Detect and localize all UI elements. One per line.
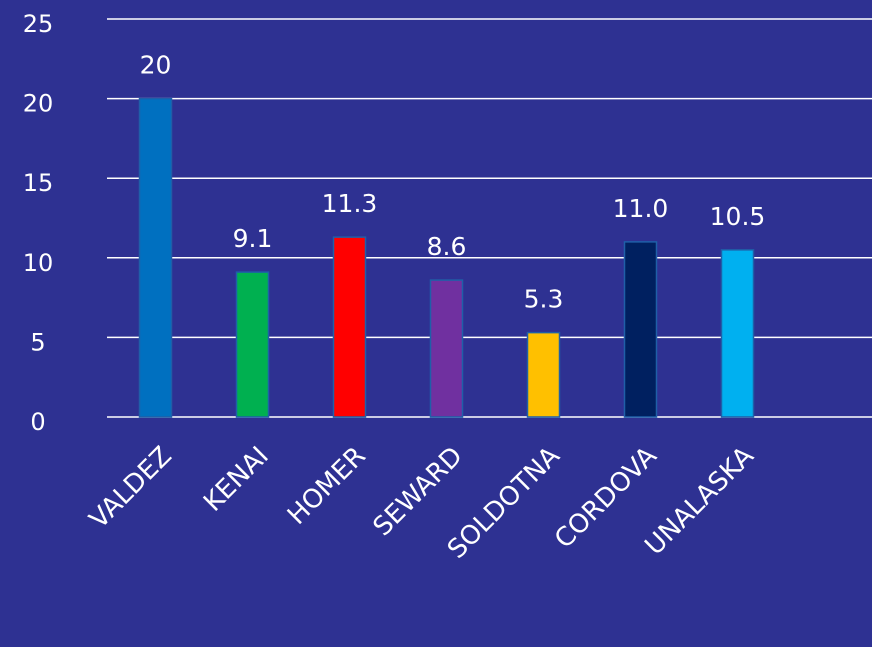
y-tick-label: 0 [30,408,45,436]
y-tick-label: 20 [23,90,54,118]
data-label: 8.6 [427,232,467,261]
bar [332,236,367,418]
y-tick-label: 10 [23,249,54,277]
y-tick-label: 15 [23,169,54,197]
bar [623,241,658,418]
bar [138,97,173,418]
data-label: 10.5 [710,202,766,231]
x-tick-label: KENAI [198,441,275,518]
bar [429,279,464,418]
y-tick-label: 25 [23,10,54,38]
y-tick-label: 5 [30,328,45,356]
data-label: 20 [140,51,172,80]
bar [526,331,561,418]
bar [720,249,755,418]
x-tick-label: VALDEZ [84,441,178,535]
data-label: 11.0 [613,194,669,223]
data-label: 5.3 [524,285,564,314]
data-label: 11.3 [322,189,378,218]
x-tick-label: HOMER [282,441,372,531]
data-label: 9.1 [233,224,273,253]
x-tick-label: SEWARD [368,441,469,542]
bar [235,271,270,418]
